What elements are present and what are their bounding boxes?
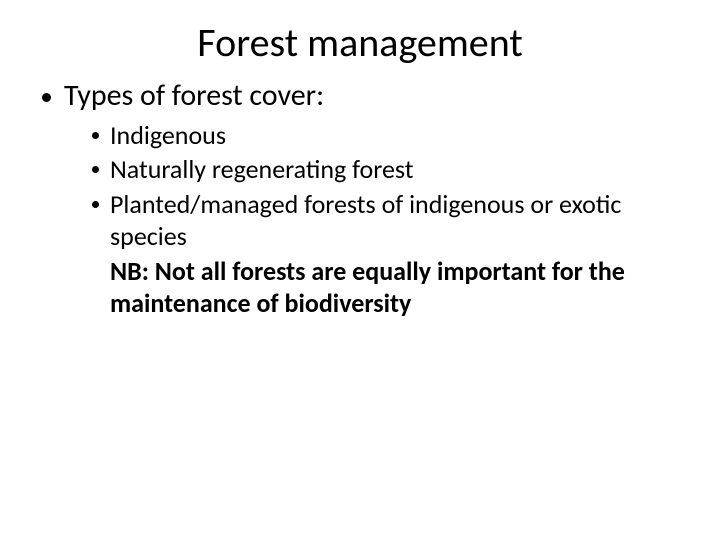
slide-title: Forest management	[30, 18, 690, 67]
list-item-label: Indigenous	[110, 119, 226, 151]
list-item: Naturally regenerating forest	[90, 153, 690, 186]
list-item-label: Naturally regenerating forest	[110, 153, 414, 185]
list-item: Types of forest cover: Indigenous Natura…	[36, 77, 690, 320]
slide: Forest management Types of forest cover:…	[0, 0, 720, 540]
list-item-label: Types of forest cover:	[64, 77, 324, 114]
list-item: Indigenous	[90, 119, 690, 152]
note-text: NB: Not all forests are equally importan…	[64, 255, 690, 320]
list-item-label: Planted/managed forests of indigenous or…	[110, 188, 621, 253]
list-item: Planted/managed forests of indigenous or…	[90, 188, 690, 253]
bullet-list-level2: Indigenous Naturally regenerating forest…	[64, 119, 690, 253]
bullet-list-level1: Types of forest cover: Indigenous Natura…	[30, 77, 690, 320]
